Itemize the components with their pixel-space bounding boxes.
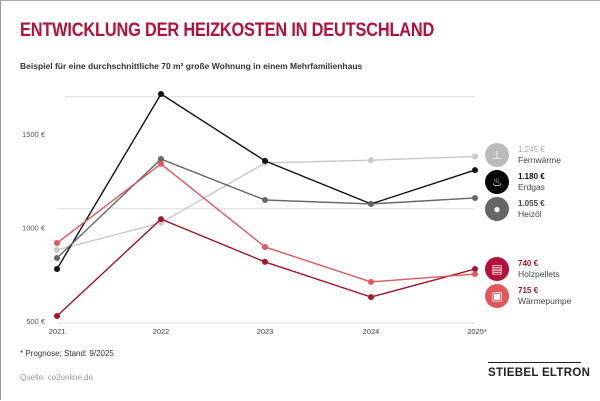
data-point: [54, 254, 60, 261]
legend-label: Holzpellets: [518, 269, 560, 279]
district-heating-pipe-icon: ⊥: [485, 143, 509, 167]
oil-drop-icon: ●: [485, 197, 509, 221]
heat-pump-icon: ▣: [485, 284, 509, 308]
legend-label: Wärmepumpe: [518, 296, 572, 306]
x-tick-label: 2025*: [467, 327, 487, 336]
y-tick-label: 500 €: [26, 317, 46, 326]
data-point: [262, 157, 268, 164]
legend-holzpellets: ▤ 740 € Holzpellets: [485, 257, 560, 281]
data-point: [472, 167, 478, 174]
data-point: [54, 312, 60, 319]
legend-label: Heizöl: [518, 209, 542, 219]
wood-pellets-icon: ▤: [485, 257, 509, 281]
y-tick-label: 1000 €: [22, 224, 46, 233]
data-point: [262, 243, 268, 250]
legend-value: 1.245 €: [518, 145, 545, 154]
data-point: [368, 278, 374, 285]
data-point: [158, 156, 164, 163]
legend-value: 1.180 €: [518, 172, 545, 181]
series-line-Erdgas: [56, 93, 476, 270]
legend-value: 1.055 €: [518, 199, 545, 208]
legend-value: 740 €: [518, 259, 539, 268]
legend-waermepumpe: ▣ 715 € Wärmepumpe: [485, 284, 571, 308]
legend-heizoel: ● 1.055 € Heizöl: [485, 197, 545, 221]
legend-label: Erdgas: [518, 182, 545, 192]
data-point: [54, 266, 60, 273]
data-point: [368, 294, 374, 301]
subtitle: Beispiel für eine durchschnittliche 70 m…: [20, 61, 363, 71]
data-point: [368, 157, 374, 164]
x-tick-label: 2024: [363, 327, 380, 336]
data-point: [54, 246, 60, 253]
data-point: [472, 194, 478, 201]
source: Quelle: co2online.de: [20, 373, 93, 382]
y-tick-label: 1500 €: [22, 130, 46, 139]
data-point: [54, 240, 60, 247]
data-point: [262, 258, 268, 265]
page-title: ENTWICKLUNG DER HEIZKOSTEN IN DEUTSCHLAN…: [20, 20, 435, 41]
gas-flame-icon: ♨: [485, 170, 509, 194]
series-line-Fernwärme: [56, 155, 476, 251]
data-point: [262, 197, 268, 204]
data-point: [158, 160, 164, 167]
x-tick-label: 2021: [49, 327, 66, 336]
data-point: [368, 200, 374, 207]
legend-value: 715 €: [518, 286, 539, 295]
logo-rule: [488, 362, 581, 363]
data-point: [472, 153, 478, 160]
x-tick-label: 2023: [257, 327, 274, 336]
data-point: [158, 216, 164, 223]
x-tick-label: 2022: [153, 327, 170, 336]
brand-logo: STIEBEL ELTRON: [488, 367, 591, 379]
data-point: [472, 271, 478, 278]
legend-fernwaerme: ⊥ 1.245 € Fernwärme: [485, 143, 561, 167]
footnote: * Prognose; Stand: 9/2025: [20, 349, 114, 358]
legend-erdgas: ♨ 1.180 € Erdgas: [485, 170, 545, 194]
data-point: [158, 90, 164, 97]
legend-label: Fernwärme: [518, 155, 561, 165]
data-point: [472, 266, 478, 273]
